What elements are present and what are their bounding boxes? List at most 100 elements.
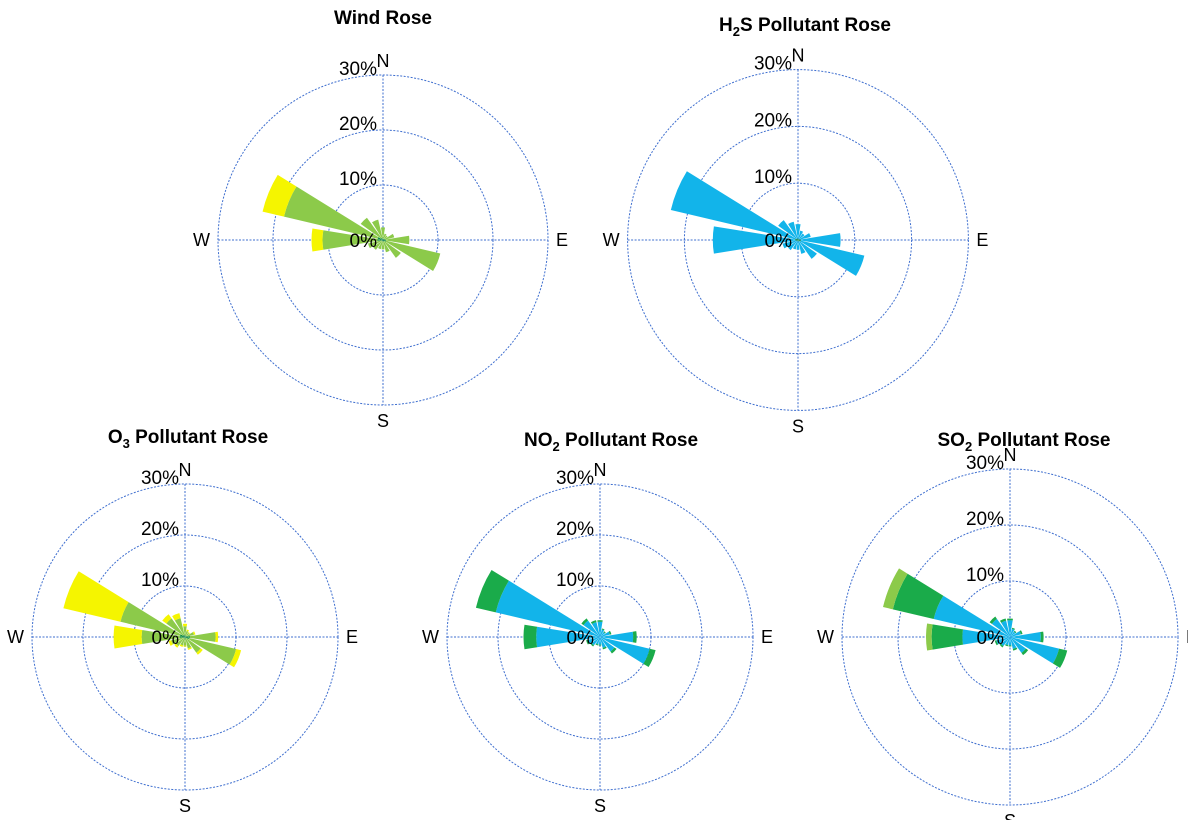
rose-wedge-2-dark_green	[383, 239, 384, 240]
chart-title: O3 Pollutant Rose	[108, 427, 268, 451]
rose-wedge-3-cyan	[799, 233, 811, 240]
rose-wedge-12-cyan	[962, 629, 1010, 645]
rose-wedge-11-light_green	[368, 240, 382, 249]
rose-wedge-15-dark_green	[184, 635, 185, 637]
rose-wedge-5-yellow	[229, 649, 242, 668]
rose-wedge-13-dark_green	[180, 634, 185, 637]
rose-wedge-6-cyan	[1010, 637, 1026, 653]
rose-wedge-9-dark_green	[184, 637, 185, 638]
rose-wedge-8-green	[1008, 645, 1012, 647]
wind-rose-panel: Wind Rose 0% 10% 20% 30% N E S W	[193, 8, 568, 431]
rose-wedge-12-light_green	[141, 630, 180, 644]
rose-wedge-7-dark_green	[798, 240, 799, 242]
rose-wedge-7-cyan	[600, 637, 606, 648]
rose-wedge-8-yellow	[183, 645, 187, 647]
rose-wedge-2-cyan	[1010, 631, 1016, 637]
rose-wedge-2-cyan	[600, 632, 605, 637]
rose-wedge-13-green	[892, 573, 944, 619]
radial-tick-label: 0%	[765, 231, 793, 252]
rose-wedge-10-dark_green	[184, 637, 185, 638]
rose-wedge-9-dark_green	[382, 240, 383, 242]
rose-wedge-12-green	[523, 624, 538, 650]
rose-wedge-3-yellow	[192, 631, 196, 635]
rose-wedge-13-dark_green	[795, 238, 798, 240]
rose-wedge-6-yellow	[196, 648, 203, 655]
rose-wedge-12-dark_green	[377, 239, 383, 241]
rose-wedge-5-cyan	[600, 637, 650, 664]
rose-wedge-10-green	[999, 643, 1004, 648]
rose-wedge-0-green	[597, 620, 603, 622]
rose-wedge-2-dark_green	[185, 636, 186, 637]
rose-wedge-13-yellow	[63, 571, 129, 622]
radial-tick-label: 30%	[754, 54, 792, 75]
rose-wedge-11-green	[586, 639, 590, 645]
rose-wedge-13-cyan	[495, 580, 600, 637]
rose-wedge-15-dark_green	[382, 238, 383, 240]
rose-wedge-13-light_green	[283, 186, 379, 239]
direction-label-w: W	[817, 627, 834, 647]
rose-wedge-1-dark_green	[798, 238, 799, 240]
rose-wedge-12-yellow	[113, 625, 143, 649]
rose-wedge-7-cyan	[1010, 637, 1017, 649]
radial-tick-label: 10%	[966, 565, 1004, 586]
rose-wedge-8-cyan	[598, 637, 602, 645]
rose-wedge-3-dark_green	[185, 636, 187, 637]
direction-label-w: W	[193, 230, 210, 250]
rose-wedge-7-light_green	[185, 638, 192, 649]
rose-wedge-1-dark_green	[383, 238, 384, 240]
rose-wedge-14-dark_green	[380, 237, 383, 240]
direction-label-s: S	[377, 411, 389, 431]
no2-pollutant-rose-panel: NO2 Pollutant Rose 0% 10% 20% 30% N E S W	[422, 430, 773, 816]
rose-wedge-12-dark_green	[179, 636, 185, 638]
rose-wedge-0-cyan	[597, 621, 603, 637]
radial-tick-label: 30%	[966, 453, 1004, 474]
radial-tick-label: 30%	[556, 468, 594, 489]
chart-title: NO2 Pollutant Rose	[524, 430, 698, 454]
rose-wedge-13-yellow	[262, 174, 297, 217]
rose-wedge-5-dark_green	[798, 240, 801, 242]
rose-wedge-4-light_green	[190, 632, 216, 642]
rose-wedge-0-light_green	[183, 626, 187, 636]
rose-wedge-14-yellow	[162, 614, 172, 624]
rose-wedge-0-dark_green	[184, 635, 186, 637]
radial-tick-label: 20%	[556, 519, 594, 540]
rose-wedge-7-green	[602, 646, 607, 650]
rose-wedge-7-light_green	[383, 241, 390, 253]
rose-wedge-7-cyan	[798, 241, 806, 254]
radial-tick-label: 20%	[141, 519, 179, 540]
rose-wedge-13-light_green	[883, 568, 908, 610]
rose-wedge-12-yellow	[311, 228, 324, 252]
title-subscript: 3	[123, 436, 130, 451]
rose-wedge-1-cyan	[1010, 628, 1015, 637]
rose-wedge-9-light_green	[378, 240, 383, 250]
rose-wedge-11-dark_green	[183, 637, 185, 638]
rose-wedge-4-dark_green	[798, 239, 801, 241]
rose-wedge-5-cyan	[1010, 637, 1060, 664]
radial-tick-label: 10%	[339, 169, 377, 190]
rose-wedge-2-green	[1013, 630, 1017, 634]
rose-wedge-5-dark_green	[383, 240, 387, 242]
rose-wedge-6-green	[1021, 648, 1029, 656]
rose-wedge-1-dark_green	[185, 636, 186, 637]
rose-wedge-11-yellow	[168, 640, 173, 646]
rose-wedge-12-green	[931, 624, 964, 650]
direction-label-n: N	[792, 46, 805, 66]
radial-tick-label: 0%	[350, 231, 378, 252]
rose-wedge-0-cyan	[1007, 620, 1013, 637]
rose-wedge-13-dark_green	[377, 237, 383, 240]
radial-tick-label: 20%	[966, 509, 1004, 530]
rose-wedge-10-cyan	[1000, 637, 1010, 647]
title-rest: S Pollutant Rose	[740, 15, 891, 36]
direction-label-w: W	[603, 230, 620, 250]
direction-label-e: E	[556, 230, 568, 250]
rose-wedge-1-light_green	[185, 631, 189, 637]
rose-wedge-8-cyan	[796, 241, 800, 250]
rose-wedge-12-light_green	[926, 623, 933, 651]
rose-wedge-3-light_green	[186, 632, 194, 637]
radial-tick-label: 0%	[977, 628, 1005, 649]
radial-tick-label: 30%	[141, 468, 179, 489]
rose-wedge-5-green	[1052, 648, 1068, 668]
title-main: NO	[524, 430, 553, 451]
chart-title: SO2 Pollutant Rose	[938, 430, 1111, 454]
rose-wedge-9-light_green	[180, 637, 185, 646]
